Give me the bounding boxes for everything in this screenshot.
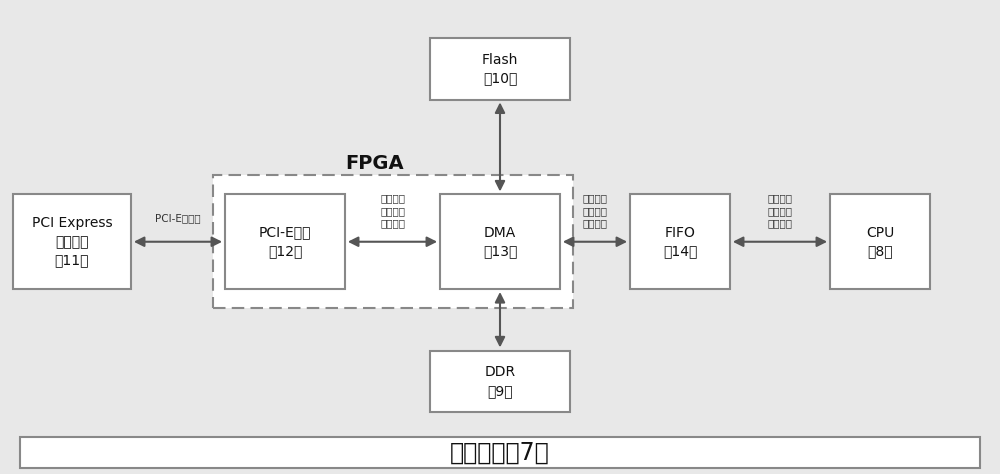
Bar (630, 194, 730, 289)
Text: PCI-E接口
（12）: PCI-E接口 （12） (259, 226, 311, 258)
Bar (213, 175, 573, 308)
Bar (830, 194, 930, 289)
Text: DMA
（13）: DMA （13） (483, 226, 517, 258)
Bar (430, 351, 570, 412)
Text: PCI-E数据包: PCI-E数据包 (155, 213, 201, 223)
Text: Flash
（10）: Flash （10） (482, 53, 518, 85)
Bar (13, 194, 131, 289)
Text: DDR
（9）: DDR （9） (484, 365, 516, 398)
Text: CPU
（8）: CPU （8） (866, 226, 894, 258)
Bar (430, 38, 570, 100)
Text: 电源模块（7）: 电源模块（7） (450, 441, 550, 465)
Text: PCI Express
背板总线
（11）: PCI Express 背板总线 （11） (32, 216, 112, 267)
Bar (225, 194, 345, 289)
Text: 事务数据
用户程序
处理结果: 事务数据 用户程序 处理结果 (380, 193, 406, 228)
Text: FIFO
（14）: FIFO （14） (663, 226, 697, 258)
Text: 事务数据
用户程序
处理结果: 事务数据 用户程序 处理结果 (768, 193, 792, 228)
Text: FPGA: FPGA (346, 154, 404, 173)
Text: 事务数据
用户程序
处理结果: 事务数据 用户程序 处理结果 (582, 193, 608, 228)
Bar (20, 437, 980, 468)
Bar (440, 194, 560, 289)
